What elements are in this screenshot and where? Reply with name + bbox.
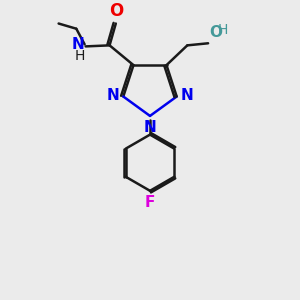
Text: N: N	[107, 88, 119, 103]
Text: F: F	[145, 194, 155, 209]
Text: N: N	[181, 88, 193, 103]
Text: N: N	[72, 37, 85, 52]
Text: O: O	[109, 2, 123, 20]
Text: O: O	[209, 25, 222, 40]
Text: N: N	[144, 121, 156, 136]
Text: H: H	[74, 49, 85, 63]
Text: H: H	[218, 23, 228, 37]
